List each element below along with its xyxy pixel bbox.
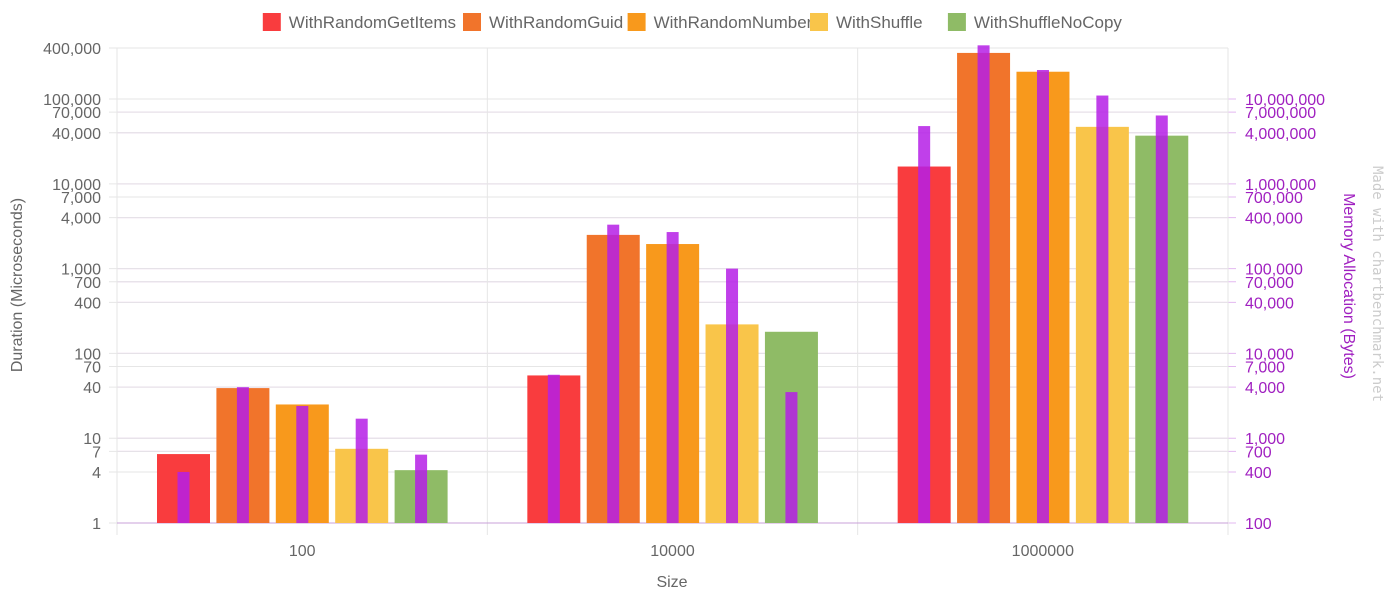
left-tick-label: 1,000 (61, 262, 101, 279)
right-tick-label: 1,000,000 (1245, 177, 1316, 194)
memory-bar (918, 126, 931, 523)
right-tick-label: 4,000,000 (1245, 126, 1316, 143)
left-tick-label: 700 (74, 275, 101, 292)
left-tick-label: 40 (83, 380, 101, 397)
memory-bar (666, 232, 679, 524)
memory-bar (415, 454, 428, 523)
x-axis-title: Size (656, 574, 687, 591)
legend-swatch (463, 13, 481, 31)
right-tick-label: 700 (1245, 444, 1272, 461)
right-tick-label: 100 (1245, 516, 1272, 533)
left-tick-label: 70 (83, 360, 101, 377)
y2-axis-title: Memory Allocation (Bytes) (1340, 193, 1357, 379)
right-tick-label: 1,000 (1245, 431, 1285, 448)
memory-bar (977, 45, 990, 524)
left-tick-label: 40,000 (52, 126, 101, 143)
memory-bar (236, 387, 249, 523)
right-tick-label: 10,000,000 (1245, 92, 1325, 109)
left-tick-label: 400,000 (43, 41, 101, 58)
left-tick-label: 4 (92, 465, 101, 482)
memory-bar (355, 418, 368, 523)
category-label: 10000 (650, 543, 695, 560)
left-tick-label: 1 (92, 516, 101, 533)
right-tick-label: 100,000 (1245, 262, 1303, 279)
y-axis-title: Duration (Microseconds) (9, 198, 26, 372)
right-tick-label: 40,000 (1245, 295, 1294, 312)
category-label: 100 (289, 543, 316, 560)
left-tick-label: 10 (83, 431, 101, 448)
legend-swatch (947, 13, 966, 31)
left-tick-label: 400 (74, 295, 101, 312)
left-tick-label: 7 (92, 444, 101, 461)
legend-label: WithRandomGuid (489, 13, 623, 32)
right-tick-label: 400,000 (1245, 211, 1303, 228)
legend-swatch (262, 13, 281, 31)
memory-bar (1096, 95, 1109, 523)
left-tick-label: 100,000 (43, 92, 101, 109)
legend-label: WithShuffleNoCopy (974, 13, 1123, 32)
left-tick-label: 70,000 (52, 105, 101, 122)
memory-bar (547, 374, 560, 523)
right-tick-label: 700,000 (1245, 190, 1303, 207)
memory-bar (1155, 115, 1168, 524)
legend-label: WithRandomNumber (654, 13, 813, 32)
right-tick-label: 7,000 (1245, 360, 1285, 377)
legend-label: WithShuffle (836, 13, 923, 32)
legend: WithRandomGetItems WithRandomGuid WithRand… (262, 13, 1123, 32)
right-tick-label: 70,000 (1245, 275, 1294, 292)
watermark-text: Made with chartbenchmark.net (1369, 166, 1385, 402)
legend-label: WithRandomGetItems (289, 13, 456, 32)
memory-bar (726, 268, 739, 523)
memory-bar (177, 471, 190, 523)
memory-bar (1036, 70, 1049, 523)
left-tick-label: 7,000 (61, 190, 101, 207)
left-tick-label: 10,000 (52, 177, 101, 194)
category-label: 1000000 (1012, 543, 1074, 560)
memory-bar (785, 392, 798, 523)
legend-swatch (627, 13, 646, 31)
right-tick-label: 7,000,000 (1245, 105, 1316, 122)
memory-bar (296, 405, 309, 523)
right-tick-label: 400 (1245, 465, 1272, 482)
memory-bar (607, 224, 620, 523)
legend-swatch (810, 13, 828, 31)
right-tick-label: 4,000 (1245, 380, 1285, 397)
memory-bars (177, 45, 1168, 524)
left-tick-label: 100 (74, 346, 101, 363)
left-tick-label: 4,000 (61, 211, 101, 228)
right-tick-label: 10,000 (1245, 346, 1294, 363)
category-labels: 100 10000 1000000 (289, 543, 1074, 560)
